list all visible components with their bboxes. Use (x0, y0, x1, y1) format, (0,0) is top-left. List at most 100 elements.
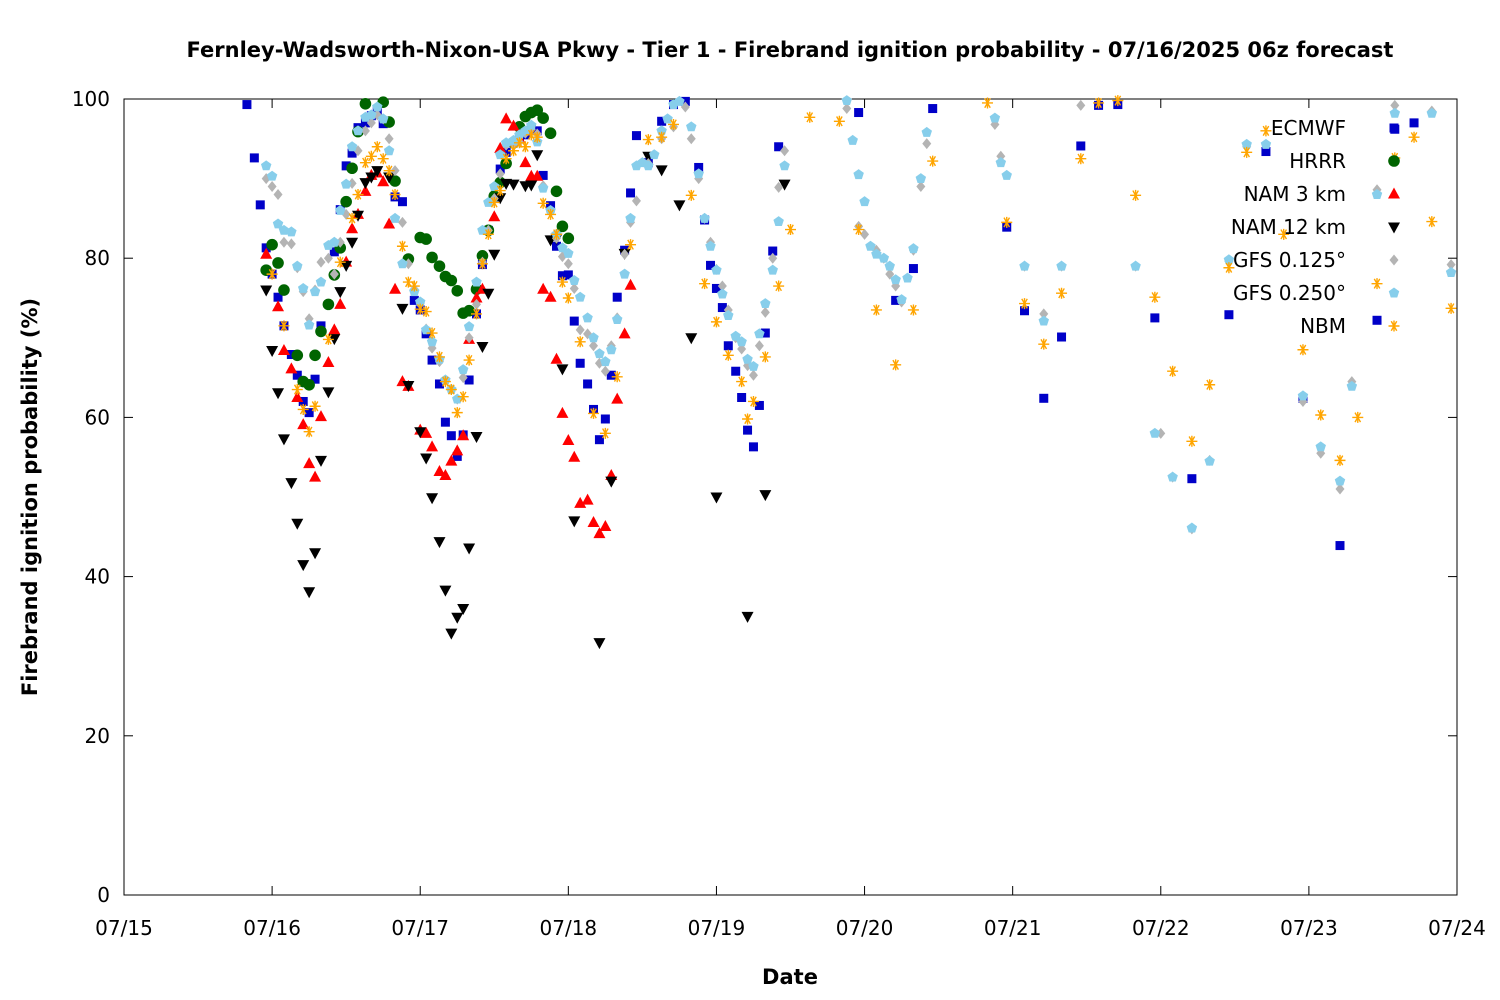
data-point (544, 127, 557, 140)
data-point (550, 228, 562, 240)
data-point (710, 316, 722, 328)
x-tick-label: 07/24 (1428, 916, 1486, 940)
data-point (620, 248, 630, 260)
data-point (557, 242, 568, 253)
data-point (699, 212, 710, 223)
data-point (588, 332, 599, 343)
data-point (303, 319, 315, 330)
data-point (760, 328, 770, 338)
data-point (921, 126, 932, 137)
data-point (519, 141, 531, 153)
data-point (759, 351, 771, 363)
data-point (346, 237, 359, 249)
data-point (286, 226, 297, 237)
data-point (335, 204, 346, 215)
data-point (451, 612, 464, 624)
data-point (451, 444, 464, 456)
data-point (1297, 390, 1309, 401)
data-point (922, 138, 932, 150)
data-point (452, 451, 462, 461)
data-point (397, 258, 408, 269)
data-point (494, 193, 507, 205)
data-point (371, 141, 383, 153)
y-tick-label: 80 (85, 246, 110, 270)
data-point (1057, 332, 1067, 342)
data-point (685, 333, 698, 345)
data-point (383, 217, 396, 229)
data-point (286, 238, 296, 250)
data-point (359, 157, 371, 169)
y-tick-label: 0 (97, 883, 110, 907)
data-point (440, 417, 450, 427)
data-point (748, 442, 758, 452)
legend-label: GFS 0.125° (1233, 248, 1346, 272)
data-point (1445, 267, 1457, 277)
data-point (272, 218, 284, 229)
data-point (865, 240, 876, 251)
data-point (743, 425, 753, 435)
data-point (1426, 216, 1438, 228)
data-point (277, 434, 290, 446)
data-point (569, 282, 579, 294)
data-point (303, 587, 316, 599)
data-point (833, 115, 845, 127)
data-point (427, 355, 437, 365)
data-point (1445, 302, 1457, 314)
data-point (1130, 260, 1141, 271)
data-point (1076, 141, 1086, 151)
data-point (599, 427, 611, 439)
data-point (1446, 259, 1456, 271)
data-point (359, 184, 372, 196)
data-point (463, 354, 475, 366)
data-point (860, 228, 870, 240)
data-point (314, 455, 327, 467)
data-point (1278, 228, 1290, 240)
legend-label: HRRR (1289, 149, 1346, 173)
data-point (754, 340, 764, 352)
data-point (1315, 409, 1327, 421)
data-point (482, 228, 494, 240)
data-point (1019, 260, 1030, 271)
data-point (340, 260, 353, 272)
data-point (488, 196, 500, 208)
data-point (583, 379, 593, 389)
data-point (397, 197, 407, 207)
data-point (908, 264, 918, 274)
data-point (464, 332, 474, 344)
data-point (526, 119, 537, 130)
data-point (748, 360, 759, 371)
data-point (563, 247, 574, 258)
x-tick-label: 07/18 (540, 916, 598, 940)
data-point (347, 148, 357, 158)
data-point (804, 111, 816, 123)
legend-label: ECMWF (1271, 116, 1346, 140)
data-point (242, 100, 252, 110)
data-point (599, 519, 612, 531)
data-point (594, 435, 604, 445)
data-points (242, 95, 1457, 650)
data-point (981, 97, 993, 109)
data-point (853, 169, 864, 180)
data-point (433, 351, 445, 363)
data-point (266, 238, 278, 251)
data-point (329, 236, 340, 247)
data-point (611, 313, 623, 324)
data-point (1093, 97, 1105, 109)
data-point (537, 282, 550, 294)
data-point (693, 168, 704, 179)
data-point (710, 492, 723, 504)
data-point (780, 145, 790, 157)
data-point (1039, 393, 1049, 403)
data-point (531, 104, 544, 116)
data-point (896, 294, 907, 305)
data-point (1001, 216, 1013, 228)
data-point (309, 286, 321, 297)
data-point (267, 181, 277, 193)
data-point (383, 165, 395, 177)
data-point (741, 611, 754, 623)
data-point (286, 350, 296, 360)
data-point (989, 112, 1001, 123)
data-point (631, 131, 641, 141)
data-point (414, 303, 426, 315)
data-point (389, 189, 401, 201)
